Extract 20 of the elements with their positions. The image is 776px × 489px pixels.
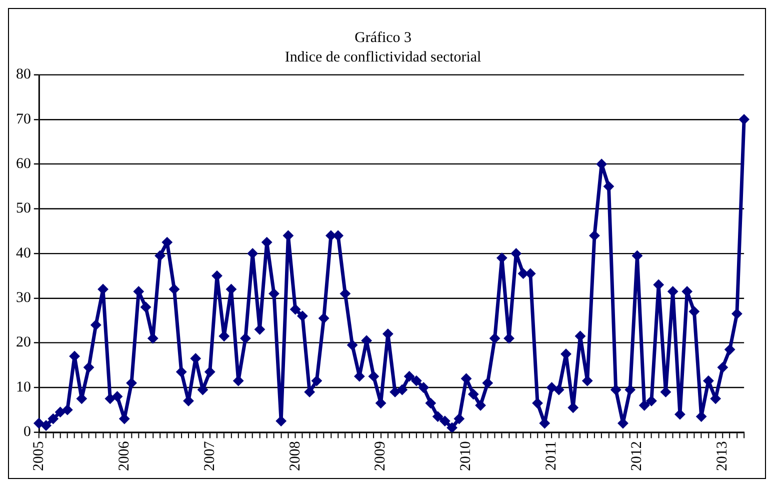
y-tick-label: 50 bbox=[16, 200, 31, 217]
x-tick-label: 2006 bbox=[116, 440, 132, 472]
x-tick-label: 2005 bbox=[30, 441, 47, 472]
y-tick-label: 80 bbox=[16, 66, 31, 83]
x-tick-label: 2009 bbox=[372, 441, 389, 472]
x-tick-label: 2010 bbox=[458, 441, 474, 472]
y-tick-label: 40 bbox=[16, 245, 31, 262]
y-tick-label: 30 bbox=[16, 290, 31, 306]
y-tick-label: 0 bbox=[23, 424, 31, 440]
y-tick-label: 70 bbox=[16, 111, 31, 128]
chart-title: Gráfico 3 bbox=[354, 30, 412, 46]
y-tick-label: 10 bbox=[16, 379, 31, 396]
chart-subtitle: Indice de conflictividad sectorial bbox=[284, 50, 482, 66]
x-tick-label: 2007 bbox=[202, 440, 218, 472]
x-tick-label: 2008 bbox=[287, 441, 304, 472]
x-tick-label: 2012 bbox=[629, 441, 646, 472]
y-tick-label: 60 bbox=[16, 156, 31, 172]
y-tick-label: 20 bbox=[16, 334, 31, 351]
x-tick-label: 2013 bbox=[714, 441, 731, 472]
x-tick-label: 2011 bbox=[544, 441, 560, 470]
